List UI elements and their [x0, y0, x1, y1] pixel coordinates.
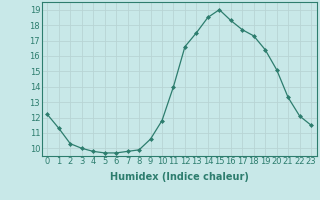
X-axis label: Humidex (Indice chaleur): Humidex (Indice chaleur)	[110, 172, 249, 182]
